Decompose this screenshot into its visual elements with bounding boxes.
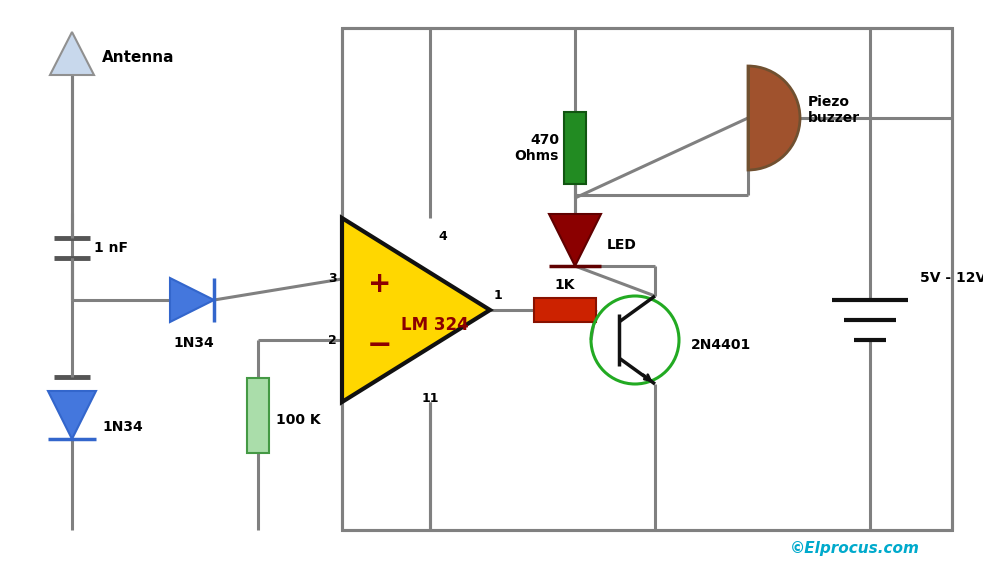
Text: 5V - 12V DC: 5V - 12V DC xyxy=(920,271,983,285)
Polygon shape xyxy=(170,278,214,322)
Polygon shape xyxy=(342,218,490,402)
Text: Piezo
buzzer: Piezo buzzer xyxy=(808,95,860,125)
Text: ©Elprocus.com: ©Elprocus.com xyxy=(790,540,920,556)
Text: 1N34: 1N34 xyxy=(102,420,143,434)
Text: +: + xyxy=(369,270,391,298)
Text: 1 nF: 1 nF xyxy=(94,241,128,255)
FancyBboxPatch shape xyxy=(247,378,269,453)
Text: 2: 2 xyxy=(328,333,337,346)
Polygon shape xyxy=(549,214,601,266)
Text: −: − xyxy=(368,331,393,359)
Text: 1: 1 xyxy=(494,289,502,302)
Polygon shape xyxy=(50,32,94,75)
Text: 11: 11 xyxy=(422,392,439,405)
Text: Antenna: Antenna xyxy=(102,50,175,66)
Polygon shape xyxy=(48,391,96,439)
Text: 100 K: 100 K xyxy=(276,413,320,427)
Wedge shape xyxy=(748,66,800,170)
Text: 4: 4 xyxy=(438,230,446,243)
FancyBboxPatch shape xyxy=(534,298,596,322)
Text: LM 324: LM 324 xyxy=(401,316,469,334)
Text: 470
Ohms: 470 Ohms xyxy=(515,133,559,163)
Text: 1N34: 1N34 xyxy=(174,336,214,350)
Text: 1K: 1K xyxy=(554,278,575,292)
FancyBboxPatch shape xyxy=(564,112,586,184)
Text: 2N4401: 2N4401 xyxy=(691,338,751,352)
Text: LED: LED xyxy=(607,238,637,252)
Text: 3: 3 xyxy=(328,273,337,286)
